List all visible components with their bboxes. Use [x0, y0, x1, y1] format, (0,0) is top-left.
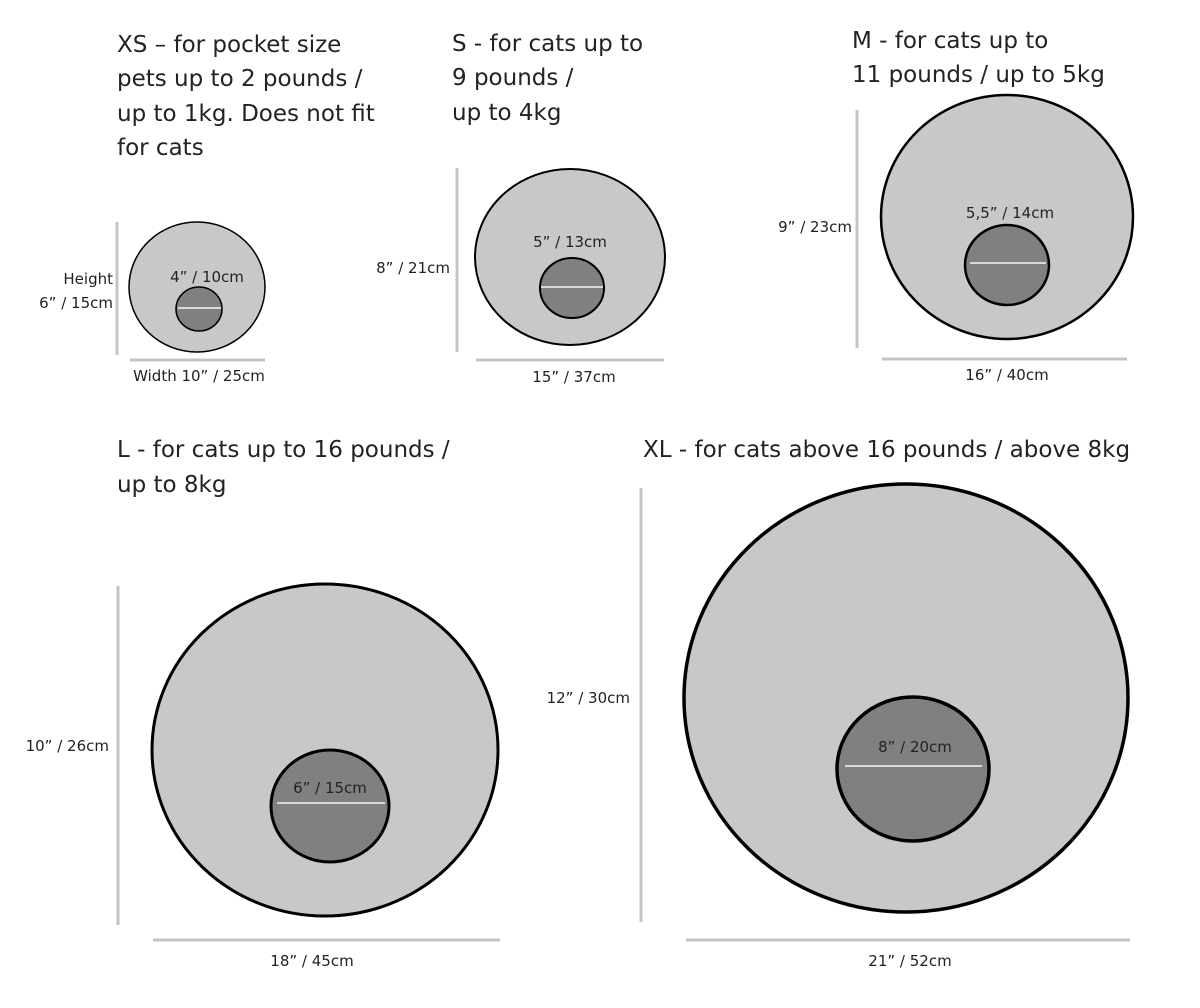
size-xl: XL - for cats above 16 pounds / above 8k…	[547, 437, 1130, 970]
height-value: 6” / 15cm	[39, 294, 113, 312]
height-value: 8” / 21cm	[376, 259, 450, 277]
height-value: 12” / 30cm	[547, 689, 630, 707]
size-m: M - for cats up to 11 pounds / up to 5kg…	[778, 28, 1135, 384]
size-m-title: M - for cats up to 11 pounds / up to 5kg	[852, 28, 1105, 88]
size-xs-title: XS – for pocket size pets up to 2 pounds…	[117, 32, 382, 161]
height-value: 10” / 26cm	[26, 737, 109, 755]
size-s-title: S - for cats up to 9 pounds / up to 4kg	[452, 31, 650, 126]
bed-outline	[879, 93, 1135, 341]
width-value: 18” / 45cm	[270, 952, 353, 970]
width-value: 16” / 40cm	[965, 366, 1048, 384]
width-value: 21” / 52cm	[868, 952, 951, 970]
height-label: Height	[63, 270, 113, 288]
width-value: 15” / 37cm	[532, 368, 615, 386]
opening-value: 8” / 20cm	[878, 738, 952, 756]
size-xs: XS – for pocket size pets up to 2 pounds…	[39, 32, 382, 385]
opening-value: 5” / 13cm	[533, 233, 607, 251]
width-value: Width 10” / 25cm	[133, 367, 265, 385]
opening-value: 6” / 15cm	[293, 779, 367, 797]
bed-outline	[474, 168, 666, 346]
opening	[269, 748, 391, 864]
height-value: 9” / 23cm	[778, 218, 852, 236]
size-s: S - for cats up to 9 pounds / up to 4kg …	[376, 31, 666, 386]
opening	[835, 695, 991, 843]
opening-value: 4” / 10cm	[170, 268, 244, 286]
size-xl-title: XL - for cats above 16 pounds / above 8k…	[643, 437, 1130, 463]
size-l-title: L - for cats up to 16 pounds / up to 8kg	[117, 437, 457, 498]
opening-value: 5,5” / 14cm	[966, 204, 1054, 222]
opening	[963, 223, 1051, 307]
size-l: L - for cats up to 16 pounds / up to 8kg…	[26, 437, 500, 970]
